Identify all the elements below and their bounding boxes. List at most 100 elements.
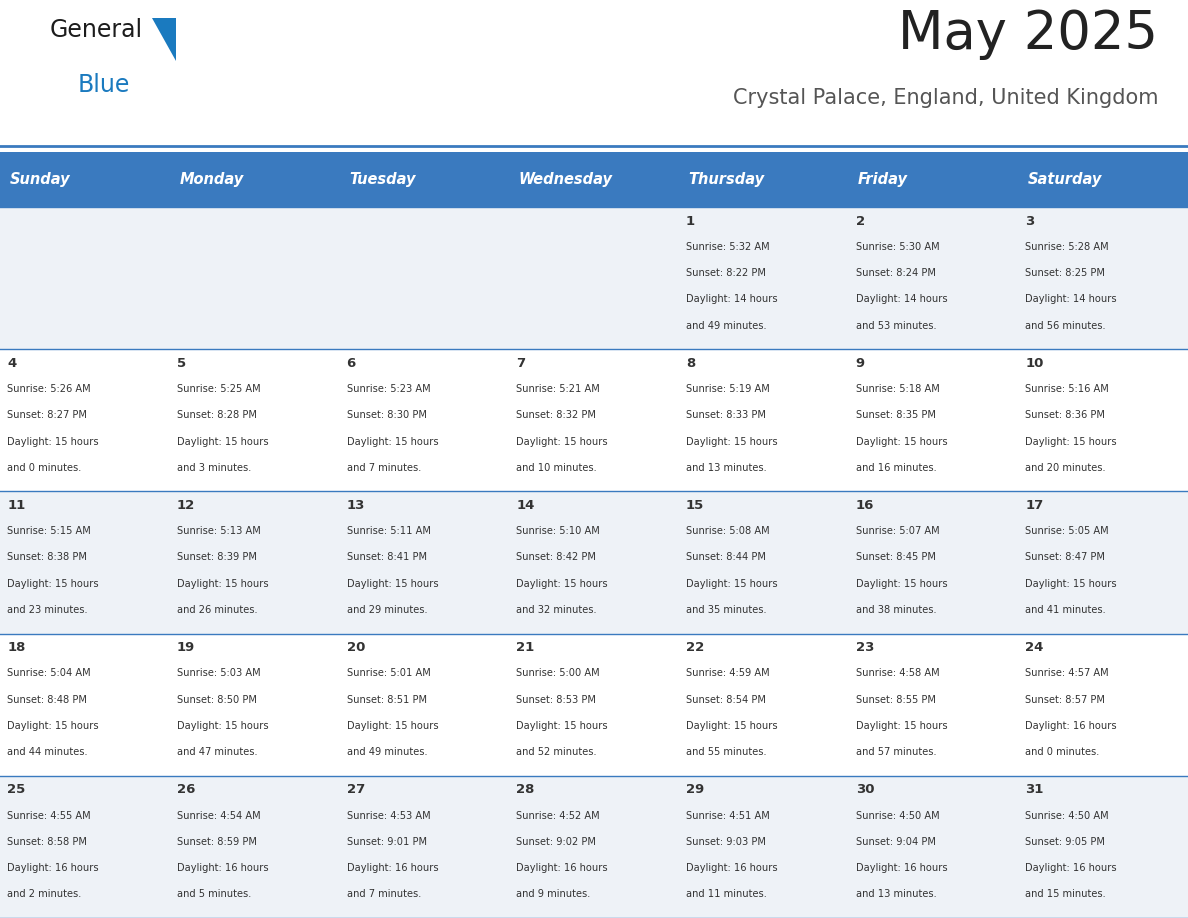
Text: 25: 25 — [7, 783, 25, 797]
Text: May 2025: May 2025 — [898, 7, 1158, 60]
Text: Sunrise: 4:57 AM: Sunrise: 4:57 AM — [1025, 668, 1110, 678]
Text: and 32 minutes.: and 32 minutes. — [517, 605, 596, 615]
Text: Sunrise: 4:50 AM: Sunrise: 4:50 AM — [1025, 811, 1110, 821]
Text: Sunset: 8:45 PM: Sunset: 8:45 PM — [855, 553, 936, 563]
Bar — [0, 633, 1188, 776]
Text: and 3 minutes.: and 3 minutes. — [177, 463, 251, 473]
Text: Daylight: 15 hours: Daylight: 15 hours — [7, 721, 99, 731]
Text: Sunrise: 5:11 AM: Sunrise: 5:11 AM — [347, 526, 430, 536]
Text: 4: 4 — [7, 357, 17, 370]
Text: Sunrise: 4:50 AM: Sunrise: 4:50 AM — [855, 811, 940, 821]
Text: 22: 22 — [685, 642, 704, 655]
Text: Sunset: 8:53 PM: Sunset: 8:53 PM — [517, 695, 596, 705]
Text: Sunset: 8:30 PM: Sunset: 8:30 PM — [347, 410, 426, 420]
Text: 7: 7 — [517, 357, 525, 370]
Text: and 9 minutes.: and 9 minutes. — [517, 890, 590, 900]
Text: Daylight: 15 hours: Daylight: 15 hours — [177, 721, 268, 731]
Text: 13: 13 — [347, 499, 365, 512]
Text: Daylight: 15 hours: Daylight: 15 hours — [855, 437, 947, 446]
Text: Blue: Blue — [77, 73, 129, 97]
Text: 10: 10 — [1025, 357, 1044, 370]
Text: and 57 minutes.: and 57 minutes. — [855, 747, 936, 757]
Text: 27: 27 — [347, 783, 365, 797]
Text: and 52 minutes.: and 52 minutes. — [517, 747, 596, 757]
Text: 19: 19 — [177, 642, 195, 655]
Text: and 20 minutes.: and 20 minutes. — [1025, 463, 1106, 473]
Text: Sunrise: 4:52 AM: Sunrise: 4:52 AM — [517, 811, 600, 821]
Text: 17: 17 — [1025, 499, 1044, 512]
Text: Sunrise: 5:05 AM: Sunrise: 5:05 AM — [1025, 526, 1110, 536]
Text: Sunrise: 5:28 AM: Sunrise: 5:28 AM — [1025, 241, 1110, 252]
Text: Daylight: 15 hours: Daylight: 15 hours — [347, 721, 438, 731]
Text: Daylight: 14 hours: Daylight: 14 hours — [1025, 295, 1117, 305]
Text: Thursday: Thursday — [688, 172, 765, 187]
Text: 16: 16 — [855, 499, 874, 512]
Text: and 29 minutes.: and 29 minutes. — [347, 605, 428, 615]
Bar — [1018, 152, 1188, 207]
Text: and 23 minutes.: and 23 minutes. — [7, 605, 88, 615]
Text: Daylight: 15 hours: Daylight: 15 hours — [347, 437, 438, 446]
Bar — [678, 152, 848, 207]
Text: Sunrise: 5:19 AM: Sunrise: 5:19 AM — [685, 384, 770, 394]
Text: Sunrise: 5:25 AM: Sunrise: 5:25 AM — [177, 384, 260, 394]
Text: Sunrise: 5:16 AM: Sunrise: 5:16 AM — [1025, 384, 1110, 394]
Text: and 44 minutes.: and 44 minutes. — [7, 747, 88, 757]
Text: Tuesday: Tuesday — [349, 172, 416, 187]
Text: Daylight: 16 hours: Daylight: 16 hours — [7, 863, 99, 873]
Text: 24: 24 — [1025, 642, 1044, 655]
Text: Daylight: 15 hours: Daylight: 15 hours — [1025, 437, 1117, 446]
Text: Sunrise: 5:30 AM: Sunrise: 5:30 AM — [855, 241, 940, 252]
Text: 8: 8 — [685, 357, 695, 370]
Text: Sunset: 8:22 PM: Sunset: 8:22 PM — [685, 268, 766, 278]
Text: 11: 11 — [7, 499, 25, 512]
Text: and 0 minutes.: and 0 minutes. — [1025, 747, 1100, 757]
Text: Daylight: 15 hours: Daylight: 15 hours — [1025, 578, 1117, 588]
Text: and 49 minutes.: and 49 minutes. — [685, 320, 766, 330]
Text: Daylight: 15 hours: Daylight: 15 hours — [177, 578, 268, 588]
Text: Daylight: 16 hours: Daylight: 16 hours — [855, 863, 947, 873]
Text: Daylight: 15 hours: Daylight: 15 hours — [517, 437, 608, 446]
Text: 2: 2 — [855, 215, 865, 228]
Text: Sunrise: 5:18 AM: Sunrise: 5:18 AM — [855, 384, 940, 394]
Text: Sunset: 8:50 PM: Sunset: 8:50 PM — [177, 695, 257, 705]
Text: Sunset: 8:35 PM: Sunset: 8:35 PM — [855, 410, 936, 420]
Text: and 7 minutes.: and 7 minutes. — [347, 890, 421, 900]
Text: and 16 minutes.: and 16 minutes. — [855, 463, 936, 473]
Text: 18: 18 — [7, 642, 25, 655]
Text: Sunset: 8:41 PM: Sunset: 8:41 PM — [347, 553, 426, 563]
Text: Sunrise: 5:08 AM: Sunrise: 5:08 AM — [685, 526, 770, 536]
Text: Daylight: 15 hours: Daylight: 15 hours — [685, 437, 778, 446]
Text: and 26 minutes.: and 26 minutes. — [177, 605, 258, 615]
Text: and 13 minutes.: and 13 minutes. — [685, 463, 766, 473]
Text: Sunset: 8:27 PM: Sunset: 8:27 PM — [7, 410, 87, 420]
Text: Sunset: 8:58 PM: Sunset: 8:58 PM — [7, 837, 87, 846]
Text: Sunset: 9:03 PM: Sunset: 9:03 PM — [685, 837, 766, 846]
Text: Monday: Monday — [179, 172, 244, 187]
Text: Sunset: 8:57 PM: Sunset: 8:57 PM — [1025, 695, 1105, 705]
Text: and 55 minutes.: and 55 minutes. — [685, 747, 766, 757]
Polygon shape — [152, 18, 176, 61]
Text: Sunrise: 5:01 AM: Sunrise: 5:01 AM — [347, 668, 430, 678]
Text: Sunset: 8:48 PM: Sunset: 8:48 PM — [7, 695, 87, 705]
Text: Sunrise: 5:26 AM: Sunrise: 5:26 AM — [7, 384, 90, 394]
Text: Daylight: 15 hours: Daylight: 15 hours — [347, 578, 438, 588]
Text: 29: 29 — [685, 783, 704, 797]
Text: Crystal Palace, England, United Kingdom: Crystal Palace, England, United Kingdom — [733, 88, 1158, 108]
Text: Sunrise: 4:58 AM: Sunrise: 4:58 AM — [855, 668, 940, 678]
Text: and 10 minutes.: and 10 minutes. — [517, 463, 598, 473]
Text: Sunrise: 5:10 AM: Sunrise: 5:10 AM — [517, 526, 600, 536]
Text: Sunrise: 5:21 AM: Sunrise: 5:21 AM — [517, 384, 600, 394]
Text: Sunset: 8:42 PM: Sunset: 8:42 PM — [517, 553, 596, 563]
Text: Sunset: 8:38 PM: Sunset: 8:38 PM — [7, 553, 87, 563]
Text: Sunrise: 5:00 AM: Sunrise: 5:00 AM — [517, 668, 600, 678]
Text: 21: 21 — [517, 642, 535, 655]
Text: Sunset: 8:33 PM: Sunset: 8:33 PM — [685, 410, 766, 420]
Text: Sunday: Sunday — [10, 172, 70, 187]
Text: and 11 minutes.: and 11 minutes. — [685, 890, 767, 900]
Text: Sunset: 8:39 PM: Sunset: 8:39 PM — [177, 553, 257, 563]
Text: Sunrise: 5:13 AM: Sunrise: 5:13 AM — [177, 526, 260, 536]
Text: Sunrise: 5:04 AM: Sunrise: 5:04 AM — [7, 668, 90, 678]
Text: Daylight: 15 hours: Daylight: 15 hours — [685, 578, 778, 588]
Text: Sunset: 8:59 PM: Sunset: 8:59 PM — [177, 837, 257, 846]
Bar — [0, 776, 1188, 918]
